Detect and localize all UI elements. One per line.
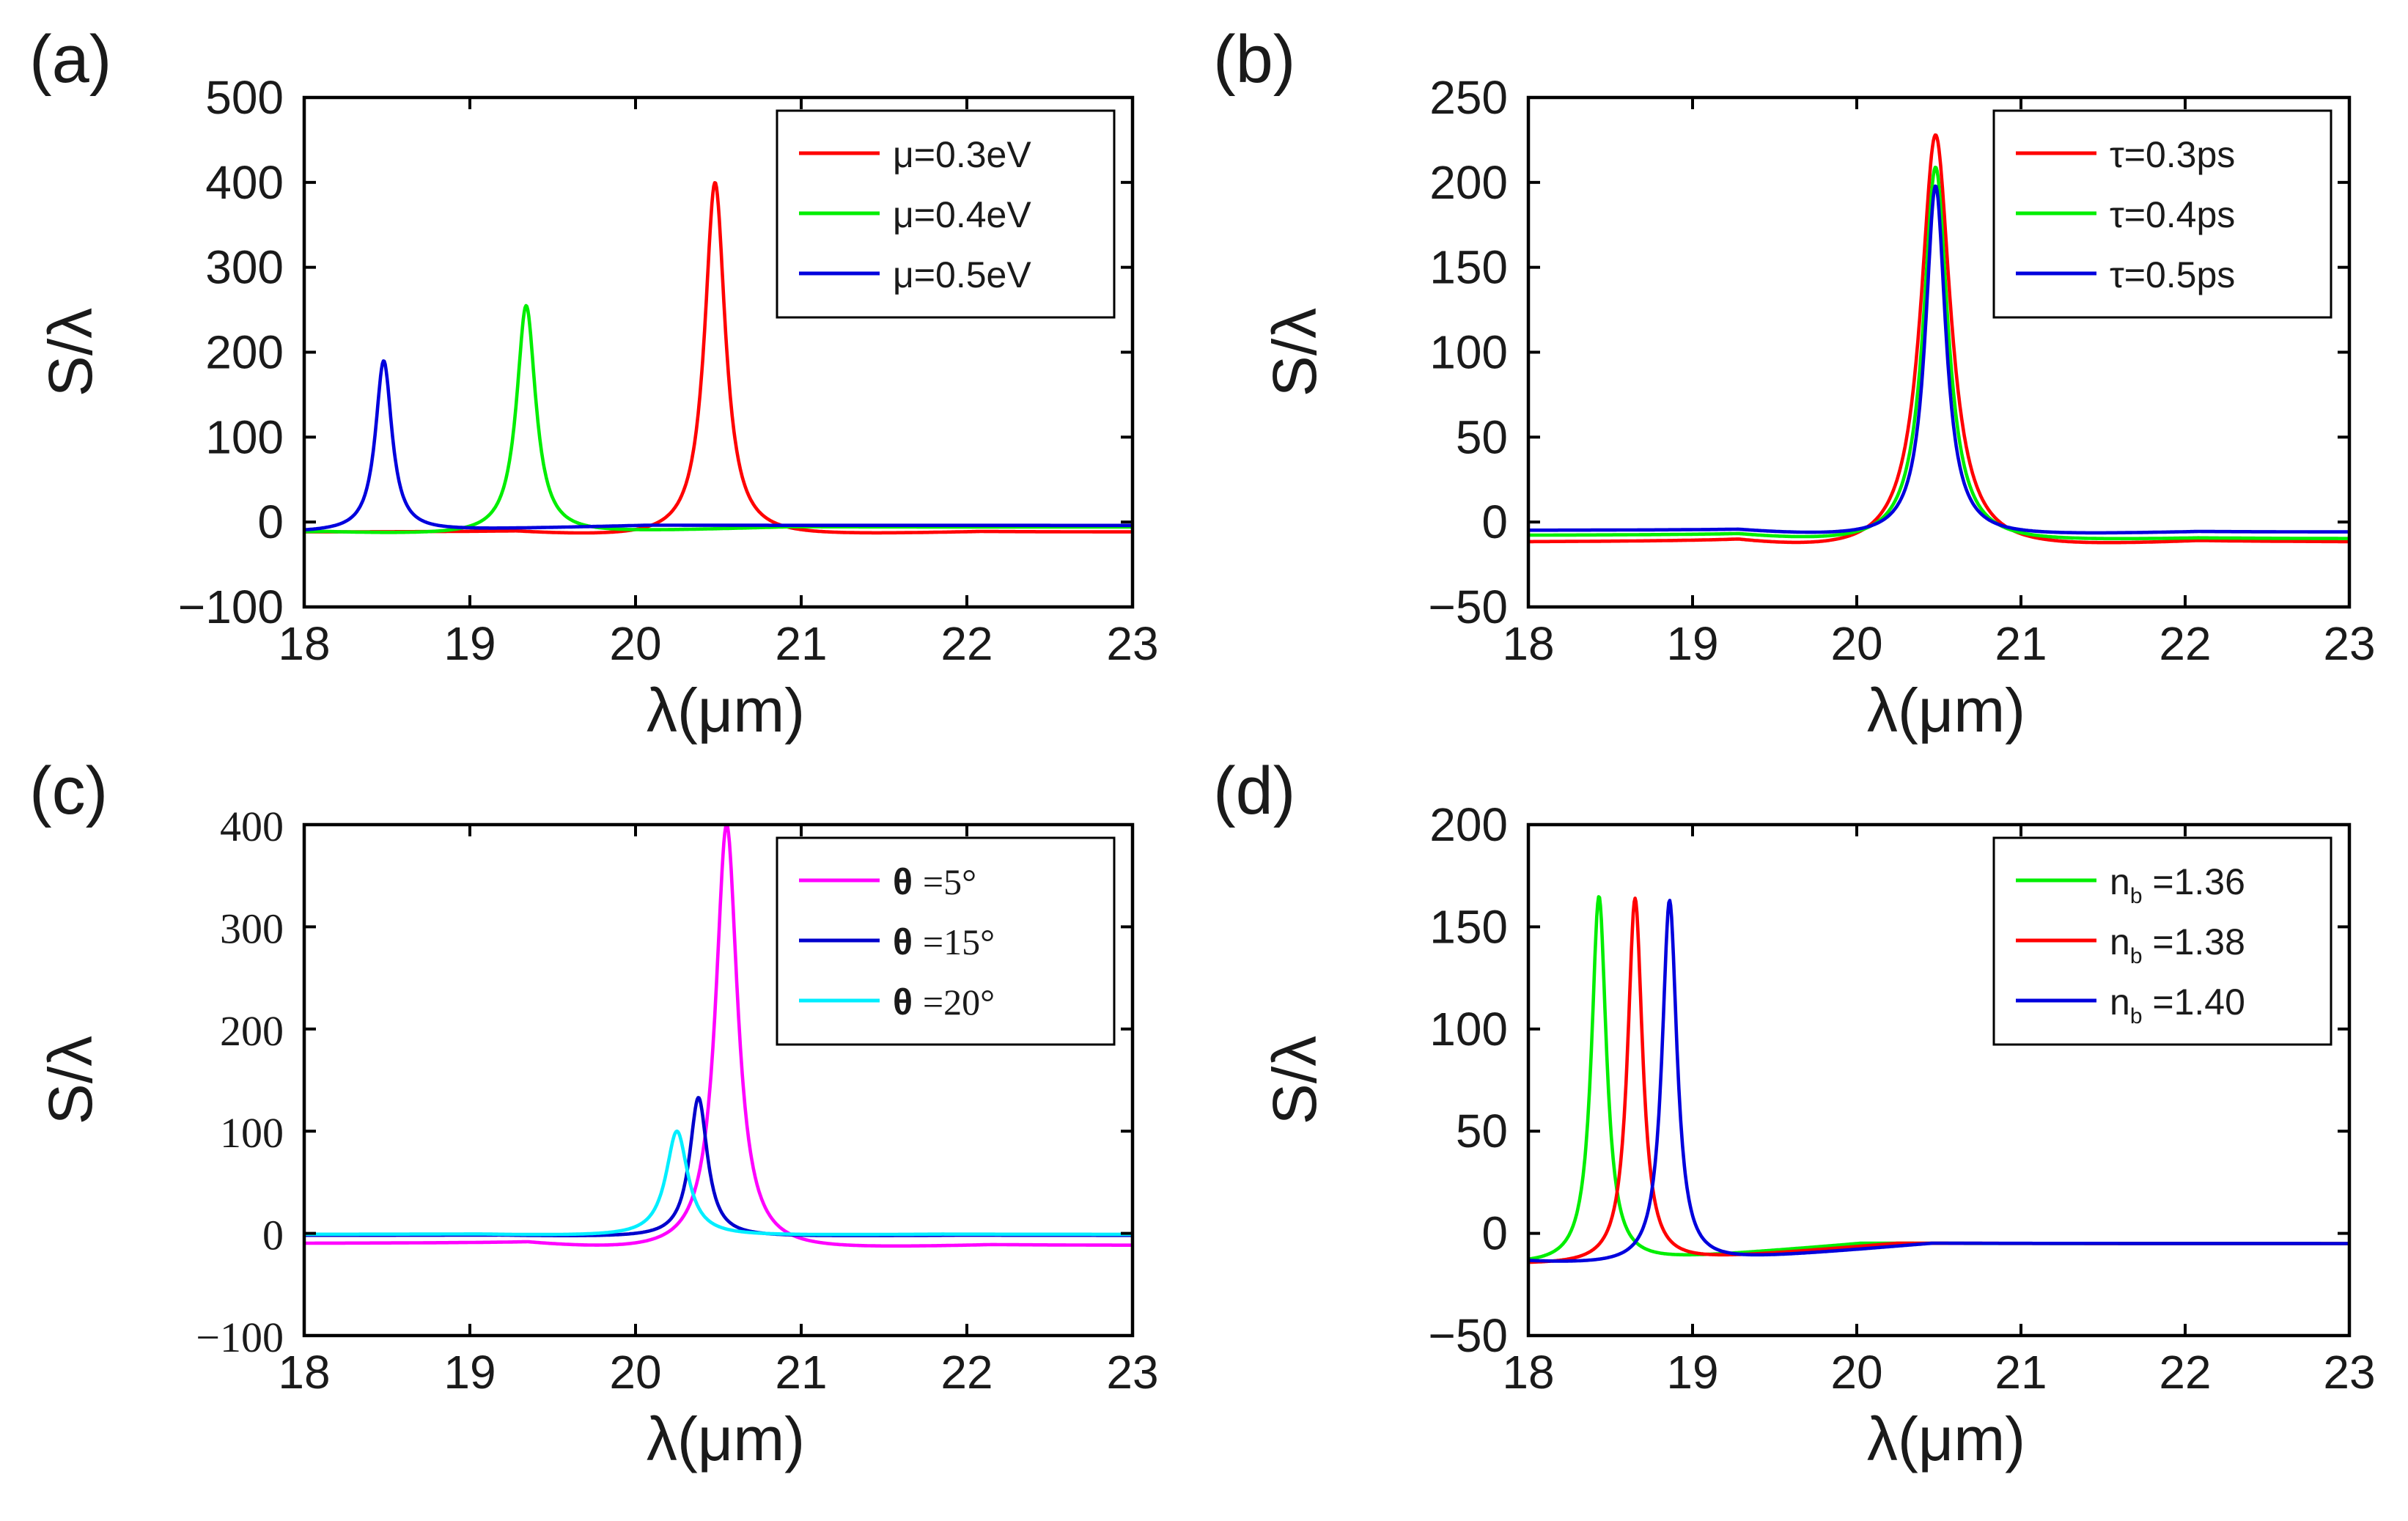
x-tick-label: 22 — [2159, 617, 2211, 670]
series-line-2 — [1528, 166, 2349, 541]
y-tick-label: 0 — [1481, 1207, 1508, 1260]
legend-label: τ=0.4ps — [2110, 194, 2235, 235]
x-axis-label: λ(μm) — [647, 676, 805, 745]
panel-d: (d) 18 19 20 21 22 23 −50 0 50 100 150 200 λ(μm) S/λ nb… — [1213, 754, 2376, 1473]
x-tick-label: 23 — [2323, 1346, 2375, 1399]
y-tick-label: 150 — [1429, 241, 1508, 294]
y-tick-label: 500 — [205, 71, 284, 124]
x-tick-label: 19 — [443, 617, 496, 670]
x-tick-label: 19 — [1666, 1346, 1718, 1399]
x-axis-label: λ(μm) — [1867, 676, 2025, 745]
legend-label: τ=0.3ps — [2110, 134, 2235, 175]
y-axis-label: S/λ — [36, 1036, 105, 1124]
x-tick-label: 20 — [1830, 1346, 1882, 1399]
y-tick-label: 100 — [220, 1109, 284, 1157]
legend-label: nb =1.38 — [2110, 921, 2245, 968]
legend-label: θ =20° — [893, 982, 995, 1023]
y-tick-label: 300 — [205, 241, 284, 294]
x-tick-label: 21 — [1995, 1346, 2047, 1399]
x-tick-label: 22 — [940, 617, 993, 670]
y-tick-label: −100 — [178, 581, 284, 633]
y-axis-label: S/λ — [36, 308, 105, 397]
panel-a: (a) 18 19 20 21 22 23 −100 0 100 200 300 400 500 λ(μm)… — [29, 22, 1159, 745]
y-axis-label: S/λ — [1260, 308, 1329, 397]
x-tick-label: 20 — [609, 1346, 661, 1399]
series-line-3 — [1528, 899, 2349, 1263]
x-tick-label: 20 — [1830, 617, 1882, 670]
x-tick-label: 23 — [1106, 1346, 1158, 1399]
y-tick-label: 150 — [1429, 900, 1508, 953]
x-tick-label: 23 — [1106, 617, 1158, 670]
y-tick-label: 0 — [1481, 496, 1508, 548]
y-tick-label: −50 — [1428, 1309, 1508, 1362]
y-tick-label: −50 — [1428, 581, 1508, 633]
series-group — [304, 181, 1133, 535]
series-line-2 — [304, 1096, 1133, 1237]
legend-label: nb =1.36 — [2110, 861, 2245, 908]
x-tick-label: 22 — [2159, 1346, 2211, 1399]
series-line-2 — [304, 303, 1133, 534]
series-line-3 — [304, 359, 1133, 532]
y-tick-label: −100 — [196, 1314, 284, 1361]
series-line-1 — [304, 825, 1133, 1248]
y-tick-label: 200 — [1429, 798, 1508, 851]
legend: θ =5° θ =15° θ =20° — [776, 836, 1116, 1046]
series-line-3 — [1528, 184, 2349, 535]
x-axis-label: λ(μm) — [647, 1404, 805, 1473]
legend-label: θ =15° — [893, 921, 995, 962]
x-tick-label: 18 — [1502, 617, 1554, 670]
y-tick-label: 100 — [1429, 326, 1508, 379]
y-tick-label: 250 — [1429, 71, 1508, 124]
x-tick-label: 20 — [609, 617, 661, 670]
series-group — [1528, 895, 2349, 1264]
legend-label: θ =5° — [893, 861, 976, 902]
x-axis-label: λ(μm) — [1867, 1404, 2025, 1473]
series-line-3 — [304, 1129, 1133, 1237]
x-tick-label: 22 — [940, 1346, 993, 1399]
y-tick-label: 400 — [220, 803, 284, 850]
legend: nb =1.36 nb =1.38 nb =1.40 — [1992, 836, 2332, 1046]
x-tick-label: 19 — [1666, 617, 1718, 670]
y-tick-label: 400 — [205, 156, 284, 209]
x-tick-label: 21 — [1995, 617, 2047, 670]
panel-label: (a) — [29, 22, 111, 97]
series-group — [1528, 133, 2349, 545]
legend-label: nb =1.40 — [2110, 982, 2245, 1028]
y-tick-label: 200 — [220, 1007, 284, 1055]
y-axis-label: S/λ — [1260, 1036, 1329, 1124]
y-tick-label: 200 — [205, 326, 284, 379]
panel-label: (b) — [1213, 22, 1295, 97]
legend: μ=0.3eV μ=0.4eV μ=0.5eV — [776, 109, 1116, 319]
x-tick-label: 18 — [1502, 1346, 1554, 1399]
legend-label: μ=0.4eV — [893, 194, 1031, 235]
y-tick-label: 100 — [205, 410, 284, 463]
legend-label: τ=0.5ps — [2110, 254, 2235, 295]
y-tick-label: 50 — [1456, 410, 1508, 463]
y-tick-label: 0 — [257, 496, 284, 548]
legend-label: μ=0.5eV — [893, 254, 1031, 295]
panel-c: (c) 18 19 20 21 22 23 −100 0 100 200 300 400 λ(μm) S/λ… — [29, 754, 1159, 1473]
x-tick-label: 18 — [278, 617, 330, 670]
series-group — [304, 825, 1133, 1248]
legend-label: μ=0.3eV — [893, 134, 1031, 175]
axes-frame — [302, 822, 1135, 1338]
y-tick-label: 300 — [220, 905, 284, 952]
panel-label: (c) — [29, 754, 108, 828]
y-tick-label: 100 — [1429, 1003, 1508, 1056]
legend: τ=0.3ps τ=0.4ps τ=0.5ps — [1992, 109, 2332, 319]
y-tick-label: 50 — [1456, 1105, 1508, 1157]
x-tick-label: 21 — [775, 1346, 827, 1399]
y-tick-label: 200 — [1429, 156, 1508, 209]
x-tick-label: 19 — [443, 1346, 496, 1399]
panel-label: (d) — [1213, 754, 1295, 828]
panel-b: (b) 18 19 20 21 22 23 −50 0 50 100 150 200 250 λ(μm) S/… — [1213, 22, 2376, 745]
x-tick-label: 18 — [278, 1346, 330, 1399]
x-tick-label: 23 — [2323, 617, 2375, 670]
x-tick-label: 21 — [775, 617, 827, 670]
series-line-1 — [1528, 133, 2349, 545]
y-tick-label: 0 — [262, 1212, 284, 1259]
axes-frame — [1526, 822, 2352, 1338]
